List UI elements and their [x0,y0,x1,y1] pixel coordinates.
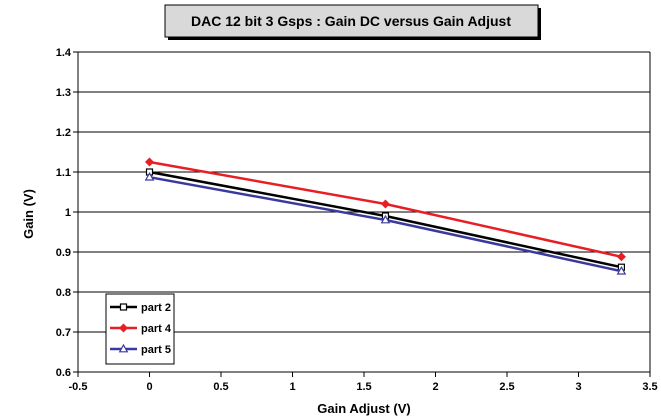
y-tick-label: 0.8 [56,287,71,299]
data-point [380,214,391,224]
y-axis-label: Gain (V) [21,189,36,239]
x-tick-label: 0.5 [213,381,228,393]
y-tick-label: 1.4 [56,47,72,59]
legend-label: part 4 [141,323,172,335]
data-point [616,252,626,262]
legend-item: part 2 [110,302,171,314]
x-axis-tick-labels: -0.5 0 0.5 1 1.5 2 2.5 3 3.5 [69,381,658,393]
y-axis-tick-labels: 0.6 0.7 0.8 0.9 1 1.1 1.2 1.3 1.4 [56,47,72,379]
y-tick-label: 1 [65,207,71,219]
x-tick-label: 2.5 [499,381,514,393]
legend-marker [118,343,129,353]
x-tick-label: 2 [432,381,438,393]
y-tick-label: 1.1 [56,167,71,179]
x-tick-label: 3 [575,381,581,393]
chart-title: DAC 12 bit 3 Gsps : Gain DC versus Gain … [191,13,511,29]
legend-marker [118,323,129,333]
legend-item: part 4 [110,323,172,335]
chart-title-box [164,4,539,38]
y-tick-label: 1.3 [56,87,71,99]
data-point [144,171,155,181]
series-part-5 [144,171,627,275]
legend-label: part 5 [141,344,171,356]
legend: part 2 part 4 part 5 [105,293,175,365]
chart-title-group: DAC 12 bit 3 Gsps : Gain DC versus Gain … [164,4,541,40]
x-tick-label: 1 [289,381,295,393]
legend-item: part 5 [110,343,171,356]
series-layer [144,157,627,275]
y-tick-label: 0.6 [56,367,71,379]
data-point [616,265,627,275]
data-point [144,157,155,167]
x-tick-label: 1.5 [356,381,371,393]
x-tick-label: 3.5 [642,381,657,393]
y-tick-label: 1.2 [56,127,71,139]
legend-label: part 2 [141,302,171,314]
legend-marker [119,303,128,311]
x-axis-label: Gain Adjust (V) [317,401,410,416]
y-tick-label: 0.9 [56,247,71,259]
x-tick-label: 0 [146,381,152,393]
y-tick-label: 0.7 [56,327,71,339]
x-tick-label: -0.5 [69,381,88,393]
data-point [380,199,390,209]
series-part-4 [144,157,626,262]
